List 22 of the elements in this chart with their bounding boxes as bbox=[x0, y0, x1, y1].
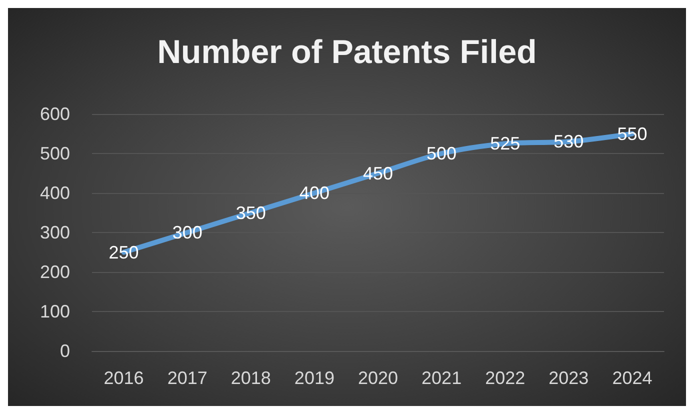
y-tick-label: 400 bbox=[40, 183, 70, 203]
y-tick-label: 0 bbox=[60, 341, 70, 361]
x-tick-label: 2017 bbox=[167, 368, 208, 388]
x-tick-label: 2020 bbox=[358, 368, 398, 388]
data-label: 250 bbox=[108, 242, 139, 262]
data-label: 300 bbox=[172, 222, 202, 242]
chart-title: Number of Patents Filed bbox=[157, 33, 537, 70]
y-tick-label: 600 bbox=[40, 104, 70, 124]
x-tick-label: 2022 bbox=[485, 368, 526, 388]
y-tick-label: 300 bbox=[40, 222, 70, 242]
y-tick-label: 100 bbox=[40, 302, 70, 322]
x-tick-label: 2016 bbox=[104, 368, 144, 388]
x-tick-label: 2023 bbox=[548, 368, 589, 388]
data-label: 400 bbox=[299, 183, 330, 203]
data-label: 350 bbox=[236, 202, 266, 223]
x-tick-label: 2018 bbox=[230, 368, 271, 388]
x-tick-label: 2021 bbox=[422, 368, 462, 388]
y-tick-label: 500 bbox=[40, 144, 70, 164]
x-tick-label: 2024 bbox=[612, 368, 652, 388]
y-tick-label: 200 bbox=[40, 262, 70, 282]
data-label: 550 bbox=[617, 124, 648, 144]
x-tick-label: 2019 bbox=[294, 368, 334, 388]
